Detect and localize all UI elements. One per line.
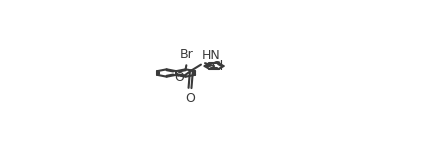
Text: HN: HN [202, 49, 220, 62]
Text: O: O [185, 92, 195, 105]
Text: Br: Br [180, 48, 193, 61]
Text: O: O [174, 71, 184, 84]
Text: Cl: Cl [211, 60, 224, 73]
